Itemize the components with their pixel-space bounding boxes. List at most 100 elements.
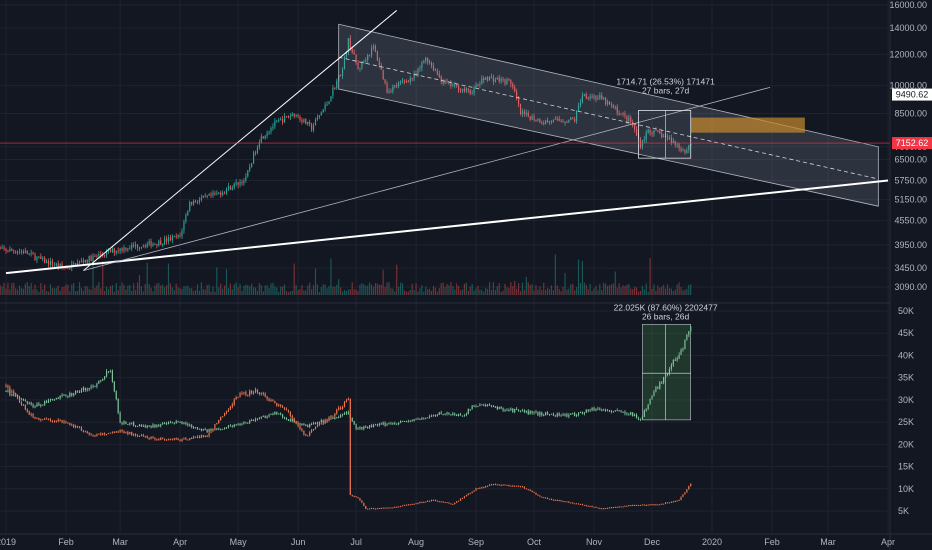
- candle-body: [198, 199, 201, 203]
- indicator-a-candle: [407, 421, 409, 423]
- indicator-a-candle: [146, 425, 148, 428]
- candle-body: [577, 105, 580, 112]
- indicator-pane[interactable]: [5, 324, 692, 510]
- measure-label: 1714.71 (26.53%) 171471: [616, 76, 715, 86]
- indicator-a-candle: [160, 424, 162, 427]
- indicator-b-candle: [123, 431, 125, 434]
- candle-body: [160, 240, 162, 245]
- indicator-a-candle: [102, 378, 104, 381]
- volume-bar: [40, 282, 42, 295]
- candle-body: [349, 38, 351, 49]
- volume-bar: [469, 286, 471, 295]
- indicator-a-candle: [529, 411, 531, 415]
- indicator-b-candle: [5, 385, 7, 387]
- indicator-b-candle: [465, 495, 467, 497]
- candle-body: [220, 192, 222, 196]
- volume-bar: [274, 286, 276, 295]
- candle-body: [9, 249, 11, 252]
- candle-body: [61, 263, 63, 267]
- candle-body: [603, 97, 605, 99]
- indicator-b-candle: [668, 502, 671, 504]
- price-axis[interactable]: 16000.00 14000.00 12000.00 10000.00 8500.00 7…: [889, 0, 932, 292]
- indicator-b-candle: [80, 427, 83, 431]
- volume-bar: [285, 291, 288, 295]
- volume-bar: [370, 284, 373, 295]
- indicator-b-candle: [523, 486, 525, 489]
- volume-bar: [227, 287, 230, 295]
- indicator-b-candle: [508, 485, 510, 487]
- parabolic-trendline[interactable]: [83, 10, 398, 271]
- price-pane[interactable]: [0, 10, 890, 295]
- volume-bar: [123, 284, 125, 295]
- indicator-a-candle: [517, 409, 520, 412]
- candle-body: [475, 84, 477, 88]
- volume-bar: [334, 286, 336, 295]
- time-tick-label: Sep: [468, 537, 484, 547]
- indicator-b-candle: [423, 502, 425, 504]
- support-trendline[interactable]: [83, 86, 771, 271]
- indicator-b-candle: [51, 421, 54, 423]
- indicator-axis[interactable]: 50K 45K 40K 35K 30K 25K 20K 15K 10K 5K: [898, 306, 914, 516]
- indicator-b-candle: [639, 504, 642, 506]
- volume-bar: [272, 282, 274, 295]
- candle-body: [32, 252, 34, 255]
- indicator-a-candle: [637, 418, 640, 420]
- candle-body: [481, 78, 483, 85]
- long-trendline[interactable]: [5, 179, 889, 275]
- indicator-a-candle: [616, 410, 618, 412]
- indicator-a-candle: [299, 423, 301, 425]
- candle-body: [311, 124, 313, 131]
- indicator-tick-label: 10K: [898, 484, 914, 494]
- indicator-a-candle: [241, 424, 243, 426]
- candle-body: [322, 109, 324, 113]
- indicator-b-candle: [353, 496, 355, 498]
- volume-bar: [46, 290, 48, 295]
- indicator-a-candle: [266, 416, 268, 418]
- volume-bar: [655, 290, 657, 295]
- price-tick-label: 5750.00: [894, 176, 927, 186]
- volume-bar: [175, 283, 177, 295]
- time-axis[interactable]: 2019 Feb Mar Apr May Jun Jul Aug Sep Oct Nov Dec 202…: [0, 537, 895, 547]
- indicator-b-candle: [135, 433, 137, 436]
- candle-body: [347, 38, 349, 53]
- volume-bar: [216, 267, 218, 295]
- volume-bar: [649, 258, 651, 295]
- indicator-a-candle: [369, 425, 371, 428]
- indicator-b-candle: [599, 508, 601, 510]
- indicator-a-candle: [202, 429, 204, 431]
- indicator-b-candle: [156, 439, 158, 441]
- candle-body: [303, 118, 305, 123]
- indicator-b-candle: [148, 437, 150, 440]
- candle-body: [413, 73, 415, 79]
- candle-body: [20, 251, 23, 253]
- candle-body: [363, 61, 365, 63]
- indicator-b-candle: [645, 504, 647, 506]
- volume-bar: [305, 290, 307, 295]
- indicator-b-candle: [185, 438, 187, 440]
- candle-body: [18, 251, 21, 253]
- indicator-b-candle: [438, 501, 440, 503]
- candle-body: [560, 120, 562, 122]
- volume-bar: [67, 284, 69, 295]
- volume-bar: [164, 287, 166, 295]
- volume-bar: [158, 282, 160, 295]
- volume-bar: [496, 286, 498, 295]
- time-tick-label: Aug: [408, 537, 424, 547]
- volume-bar: [376, 283, 378, 295]
- candle-body: [566, 121, 568, 123]
- indicator-a-candle: [119, 412, 121, 423]
- indicator-b-candle: [421, 502, 423, 504]
- volume-bar: [548, 288, 551, 295]
- volume-bar: [260, 285, 262, 295]
- candle-body: [0, 248, 1, 250]
- candle-body: [51, 261, 54, 266]
- volume-bar: [459, 290, 462, 295]
- indicator-b-candle: [608, 507, 611, 509]
- indicator-b-candle: [260, 392, 262, 394]
- indicator-a-candle: [572, 413, 574, 415]
- volume-bar: [293, 263, 295, 295]
- indicator-a-candle: [24, 400, 26, 402]
- candle-body: [301, 119, 303, 123]
- indicator-a-candle: [593, 407, 595, 411]
